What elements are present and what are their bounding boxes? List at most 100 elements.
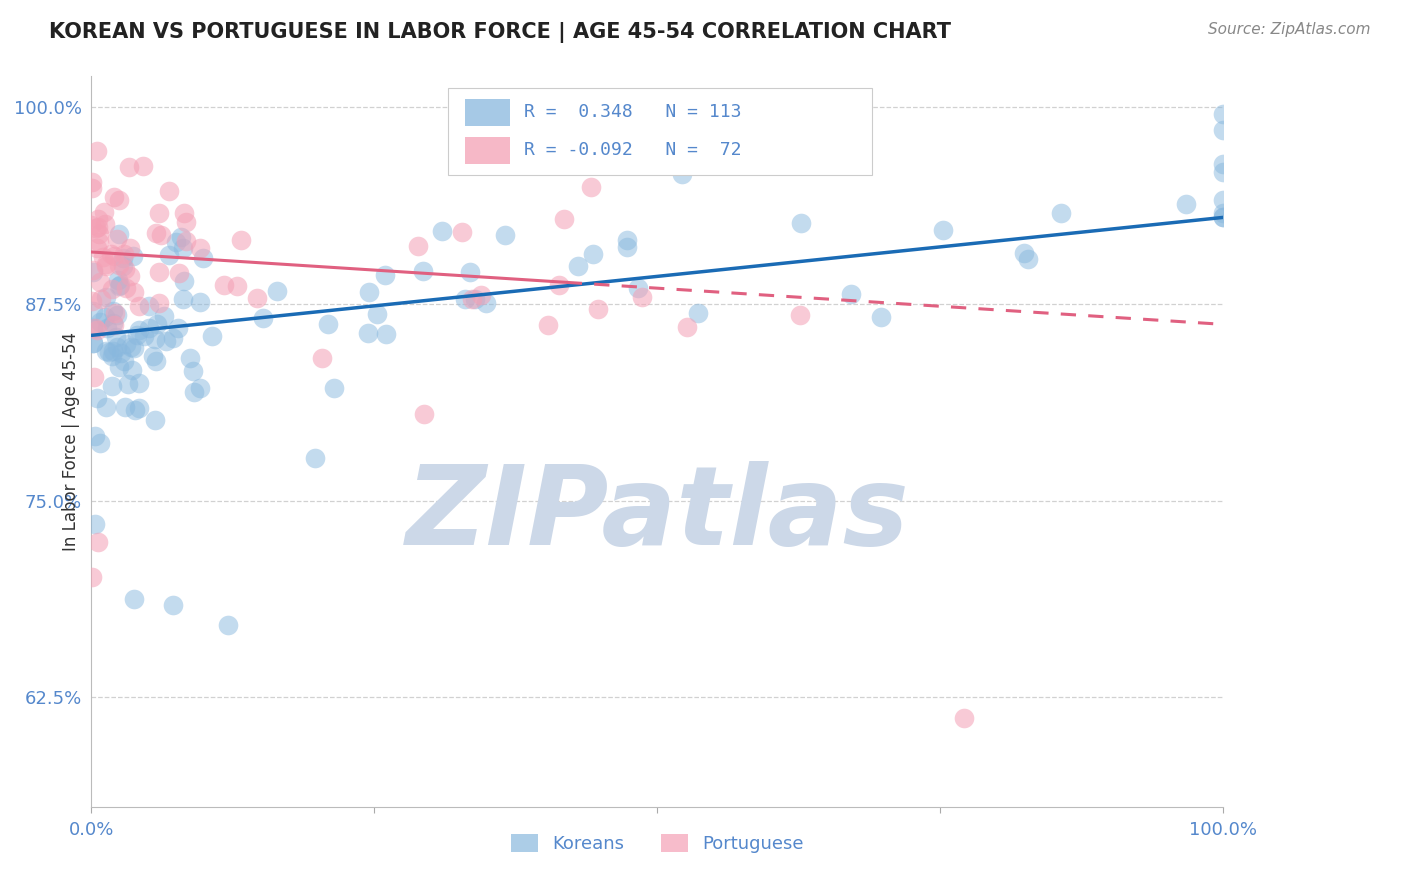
Point xyxy=(1212,157,1234,171)
Point xyxy=(1212,206,1234,220)
Point xyxy=(366,307,388,321)
Point xyxy=(548,277,571,292)
Point xyxy=(191,251,214,265)
Text: R =  0.348   N = 113: R = 0.348 N = 113 xyxy=(524,103,741,121)
Point xyxy=(1212,193,1234,207)
Point xyxy=(86,241,108,255)
Point xyxy=(110,278,132,293)
Point xyxy=(412,264,434,278)
Point xyxy=(86,144,108,158)
Point xyxy=(143,412,166,426)
Point xyxy=(115,337,138,351)
Point xyxy=(145,354,167,368)
Point xyxy=(80,219,103,233)
Point xyxy=(1212,210,1234,224)
Point xyxy=(100,247,122,261)
Point xyxy=(89,436,111,450)
Point xyxy=(464,292,486,306)
Point xyxy=(494,228,516,243)
Point xyxy=(138,321,160,335)
Point xyxy=(686,306,709,320)
Point xyxy=(93,250,115,264)
Point xyxy=(101,379,124,393)
Point xyxy=(157,247,180,261)
Point xyxy=(839,287,862,301)
Point xyxy=(120,341,142,355)
Bar xyxy=(465,137,510,163)
Point xyxy=(96,400,118,414)
Point xyxy=(84,221,107,235)
Point xyxy=(122,249,145,263)
Bar xyxy=(465,99,510,126)
Point xyxy=(266,284,288,298)
Point xyxy=(114,400,136,414)
Point xyxy=(316,317,339,331)
Point xyxy=(167,321,190,335)
Point xyxy=(148,206,170,220)
Point xyxy=(162,599,184,613)
Point xyxy=(104,306,127,320)
Point xyxy=(82,335,104,350)
Point xyxy=(80,181,103,195)
Point xyxy=(108,360,131,375)
Point xyxy=(112,251,135,265)
Point xyxy=(105,340,128,354)
Point xyxy=(82,303,104,318)
Point xyxy=(103,303,125,318)
Point xyxy=(357,326,380,340)
Point xyxy=(631,290,654,304)
Point xyxy=(122,592,145,607)
Point xyxy=(671,167,693,181)
Point xyxy=(93,217,115,231)
Point xyxy=(537,318,560,332)
Point xyxy=(172,241,194,255)
Point xyxy=(155,334,177,348)
Point xyxy=(96,321,118,335)
Point xyxy=(96,290,118,304)
Point xyxy=(118,160,141,174)
Point xyxy=(107,227,129,241)
Point xyxy=(153,309,176,323)
Point xyxy=(146,317,169,331)
Point xyxy=(616,233,638,247)
Point xyxy=(87,535,110,549)
Point xyxy=(89,315,111,329)
Point xyxy=(94,310,117,324)
Point xyxy=(94,343,117,358)
Point xyxy=(1212,107,1234,121)
Point xyxy=(149,228,172,243)
Point xyxy=(170,229,193,244)
Point xyxy=(82,570,104,584)
Point xyxy=(105,232,128,246)
Point xyxy=(124,403,146,417)
Point xyxy=(454,292,477,306)
Point xyxy=(451,225,474,239)
Point xyxy=(183,364,205,378)
Point xyxy=(87,227,110,241)
Point xyxy=(83,429,105,443)
Point xyxy=(101,316,124,330)
Point xyxy=(107,273,129,287)
Point xyxy=(117,376,139,391)
Point xyxy=(115,281,138,295)
Point xyxy=(627,281,650,295)
Y-axis label: In Labor Force | Age 45-54: In Labor Force | Age 45-54 xyxy=(62,332,80,551)
Text: Source: ZipAtlas.com: Source: ZipAtlas.com xyxy=(1208,22,1371,37)
Point xyxy=(128,323,150,337)
Text: KOREAN VS PORTUGUESE IN LABOR FORCE | AGE 45-54 CORRELATION CHART: KOREAN VS PORTUGUESE IN LABOR FORCE | AG… xyxy=(49,22,952,44)
Point xyxy=(103,190,125,204)
Point xyxy=(1049,206,1071,220)
Point xyxy=(375,327,398,342)
Point xyxy=(217,618,239,632)
Point xyxy=(1174,197,1197,211)
Point xyxy=(124,285,146,299)
Point xyxy=(87,235,110,250)
Point xyxy=(105,330,128,344)
Point xyxy=(567,260,589,274)
Point xyxy=(461,292,484,306)
Point xyxy=(93,205,115,219)
Point xyxy=(145,226,167,240)
Point xyxy=(676,319,699,334)
Point xyxy=(789,308,811,322)
Point xyxy=(128,299,150,313)
